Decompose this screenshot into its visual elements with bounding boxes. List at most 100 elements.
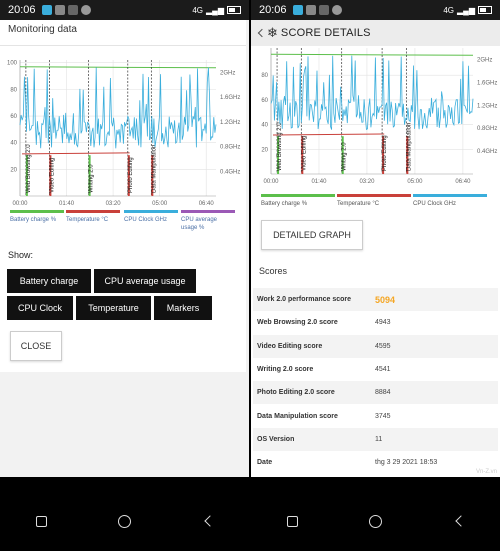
messenger-icon <box>80 5 91 15</box>
legend-swatch <box>66 210 120 213</box>
monitoring-dialog: Monitoring data 00:00 01:40 03:20 05:00 06:4… <box>0 20 246 372</box>
temperature-series-line <box>272 133 385 136</box>
legend-label: CPU average usage % <box>181 217 218 231</box>
show-label: Show: <box>8 250 34 260</box>
row-value: 3745 <box>375 412 391 420</box>
square-icon <box>287 515 298 527</box>
table-row: Writing 2.0 score 4541 <box>253 357 498 382</box>
score-header: ❄ SCORE DETAILS <box>251 20 500 46</box>
x-tick-label: 01:40 <box>59 201 75 207</box>
markers-button[interactable]: Markers <box>154 296 212 320</box>
recents-button[interactable] <box>282 510 304 532</box>
close-button[interactable]: CLOSE <box>10 331 62 361</box>
y2-tick-label: 1.2GHz <box>477 103 497 109</box>
y2-tick-label: 0.4GHz <box>477 149 497 155</box>
detailed-graph-button[interactable]: DETAILED GRAPH <box>261 220 363 250</box>
row-name: Writing 2.0 score <box>257 366 314 374</box>
table-row: Video Editing score 4595 <box>253 334 498 358</box>
app-icon <box>292 5 303 15</box>
legend-label: CPU Clock GHz <box>124 217 168 223</box>
battery-icon <box>227 6 241 14</box>
legend-swatch <box>337 194 411 197</box>
home-button[interactable] <box>365 510 387 532</box>
y-tick-label: 60 <box>261 98 268 104</box>
monitoring-legend: Battery charge % Temperature °C CPU Cloc… <box>0 210 246 240</box>
monitoring-content: Monitoring data 00:00 01:40 03:20 05:00 06:4… <box>0 20 249 477</box>
table-row: Work 2.0 performance score 5094 <box>253 288 498 312</box>
x-tick-label: 01:40 <box>311 179 327 185</box>
legend-label: CPU Clock GHz <box>413 201 457 207</box>
cpu-average-usage-button[interactable]: CPU average usage <box>94 269 196 293</box>
media-icon <box>318 5 329 15</box>
circle-icon <box>118 514 131 528</box>
y2-tick-label: 2GHz <box>220 70 235 76</box>
temperature-button[interactable]: Temperature <box>76 296 151 320</box>
marker-label: Writing 2.0 <box>342 142 348 171</box>
y2-tick-label: 0.8GHz <box>220 145 240 151</box>
nav-bar <box>251 481 500 551</box>
back-chevron-icon[interactable] <box>257 28 267 38</box>
square-icon <box>36 515 47 527</box>
app-icon <box>41 5 52 15</box>
marker-label: Video Editing <box>301 136 307 171</box>
row-name: OS Version <box>257 435 295 443</box>
status-bar: 20:06 4G ▂▄▆ <box>251 0 500 20</box>
cpu-clock-button[interactable]: CPU Clock <box>7 296 73 320</box>
monitoring-chart: 00:00 01:40 03:20 05:00 06:40 100 80 60 40 20 2GHz… <box>7 60 240 207</box>
table-row: Photo Editing 2.0 score 8884 <box>253 381 498 405</box>
legend-label: Battery charge % <box>261 201 308 207</box>
legend-temperature: Temperature °C <box>66 210 120 224</box>
y-tick-label: 20 <box>10 167 17 173</box>
recents-button[interactable] <box>31 510 53 532</box>
marker-label: Video Editing <box>49 158 55 193</box>
score-chart: 00:00 01:40 03:20 05:00 06:40 80 60 40 20 2GHz 1.6… <box>261 48 497 185</box>
row-value: 4541 <box>375 366 391 374</box>
legend-swatch <box>261 194 335 197</box>
battery-series-line <box>270 53 474 56</box>
dialog-divider <box>0 45 246 46</box>
legend-temperature: Temperature °C <box>337 194 411 208</box>
scores-heading: Scores <box>259 266 288 276</box>
y2-tick-label: 1.2GHz <box>220 120 240 126</box>
messenger-icon <box>331 5 342 15</box>
row-value: 8884 <box>375 389 391 397</box>
monitoring-screen: 20:06 4G ▂▄▆ Monitoring data 00:00 01:40 0… <box>0 0 249 551</box>
legend-swatch <box>413 194 487 197</box>
status-right: 4G ▂▄▆ <box>192 6 241 15</box>
row-name: Work 2.0 performance score <box>257 296 352 304</box>
marker-label: Data Manipulation <box>151 145 157 193</box>
y2-tick-label: 0.4GHz <box>220 169 240 175</box>
y-tick-label: 80 <box>10 87 17 93</box>
y-tick-label: 60 <box>10 114 17 120</box>
temperature-series-line <box>21 152 130 155</box>
battery-charge-button[interactable]: Battery charge <box>7 269 91 293</box>
legend-swatch <box>181 210 235 213</box>
nav-bar <box>0 481 249 551</box>
x-tick-label: 00:00 <box>12 201 28 207</box>
battery-icon <box>478 6 492 14</box>
page-title: SCORE DETAILS <box>280 27 371 39</box>
marker-label: Data Manipulation <box>406 123 412 171</box>
y-tick-label: 100 <box>7 61 18 67</box>
row-value: 4595 <box>375 342 391 350</box>
marker-label: Web Browsing 2.0 <box>26 144 32 193</box>
score-content: ❄ SCORE DETAILS 00:00 01:40 03:20 05:00 06:4… <box>251 20 500 477</box>
marker-label: Writing 2.0 <box>89 164 95 193</box>
back-icon <box>454 515 467 527</box>
signal-icon: ▂▄▆ <box>206 5 224 15</box>
notification-icon <box>54 5 65 15</box>
score-details-screen: 20:06 4G ▂▄▆ ❄ SCORE DETAILS 00:00 01:40 0… <box>251 0 500 551</box>
home-button[interactable] <box>114 510 136 532</box>
legend-cpu-avg: CPU average usage % <box>181 210 235 232</box>
y2-tick-label: 2GHz <box>477 57 492 63</box>
back-button[interactable] <box>448 510 470 532</box>
status-time: 20:06 <box>259 4 287 16</box>
back-button[interactable] <box>197 510 219 532</box>
media-icon <box>67 5 78 15</box>
y2-tick-label: 1.6GHz <box>220 95 240 101</box>
legend-label: Temperature °C <box>66 217 109 223</box>
x-tick-label: 05:00 <box>407 179 423 185</box>
back-icon <box>203 515 216 527</box>
score-table: Work 2.0 performance score 5094 Web Brow… <box>253 288 498 475</box>
row-name: Web Browsing 2.0 score <box>257 319 338 327</box>
